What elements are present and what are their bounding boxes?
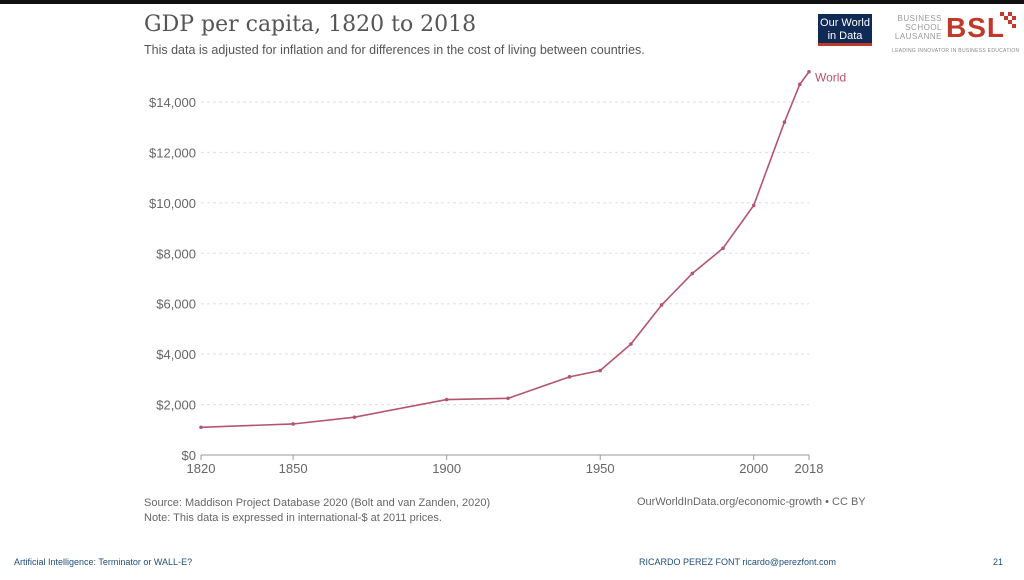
y-tick-label: $0 (182, 448, 196, 463)
source-note: Source: Maddison Project Database 2020 (… (144, 496, 490, 526)
owid-logo-line1: Our World (820, 17, 870, 29)
data-point (807, 69, 811, 74)
data-point (352, 415, 357, 419)
owid-logo-line2: in Data (827, 30, 863, 42)
data-point (782, 120, 787, 124)
x-tick-label: 2000 (739, 461, 768, 476)
x-tick-label: 1900 (432, 461, 461, 476)
bsl-logo-line3: LAUSANNE (894, 32, 942, 41)
bsl-logo-line2: SCHOOL (905, 23, 942, 32)
license-link[interactable]: OurWorldInData.org/economic-growth • CC … (637, 496, 866, 508)
footer-author: RICARDO PEREZ FONT ricardo@perezfont.com (639, 557, 837, 567)
y-tick-label: $14,000 (149, 95, 196, 110)
bsl-tagline: LEADING INNOVATOR IN BUSINESS EDUCATION (892, 48, 1020, 54)
data-point (797, 82, 802, 87)
data-point (690, 271, 695, 276)
series-line-world (200, 71, 810, 429)
data-point (598, 368, 602, 373)
data-point (291, 422, 295, 426)
x-tick-label: 1950 (586, 461, 615, 476)
data-point (506, 396, 510, 401)
x-tick-label: 1850 (279, 461, 308, 476)
data-point (199, 425, 203, 430)
chart-title: GDP per capita, 1820 to 2018 (144, 12, 477, 37)
data-point (629, 342, 633, 346)
data-point (721, 246, 725, 251)
x-tick-label: 1820 (187, 461, 216, 476)
x-tick-label: 2018 (795, 461, 824, 476)
y-tick-label: $12,000 (149, 145, 196, 160)
data-point (751, 203, 756, 208)
bsl-logo-mark: BSL (946, 12, 1005, 43)
footer-presentation-title: Artificial Intelligence: Terminator or W… (14, 557, 193, 567)
series-label-world: World (815, 71, 846, 85)
bsl-logo: BUSINESS SCHOOL LAUSANNE BSL LEADING INN… (884, 12, 1020, 56)
y-tick-label: $4,000 (156, 347, 196, 362)
bsl-logo-text: BUSINESS SCHOOL LAUSANNE (884, 14, 942, 41)
y-tick-label: $6,000 (156, 297, 196, 312)
data-point (567, 375, 572, 379)
top-bar (0, 0, 1024, 4)
bsl-logo-line1: BUSINESS (897, 14, 942, 23)
gdp-line-chart: $0 $2,000 $4,000 $6,000 $8,000 $10,000 $12,000… (149, 69, 846, 476)
bsl-pixel-icon (1000, 12, 1016, 28)
data-point (444, 397, 449, 402)
y-tick-label: $2,000 (156, 398, 196, 413)
page-number: 21 (993, 557, 1004, 567)
data-point (659, 303, 664, 307)
note-text: Note: This data is expressed in internat… (144, 512, 442, 524)
y-tick-label: $8,000 (156, 246, 196, 261)
owid-logo[interactable]: Our World in Data (818, 14, 872, 46)
source-text: Source: Maddison Project Database 2020 (… (144, 497, 491, 509)
y-tick-label: $10,000 (149, 196, 196, 211)
chart-subtitle: This data is adjusted for inflation and … (144, 43, 645, 57)
